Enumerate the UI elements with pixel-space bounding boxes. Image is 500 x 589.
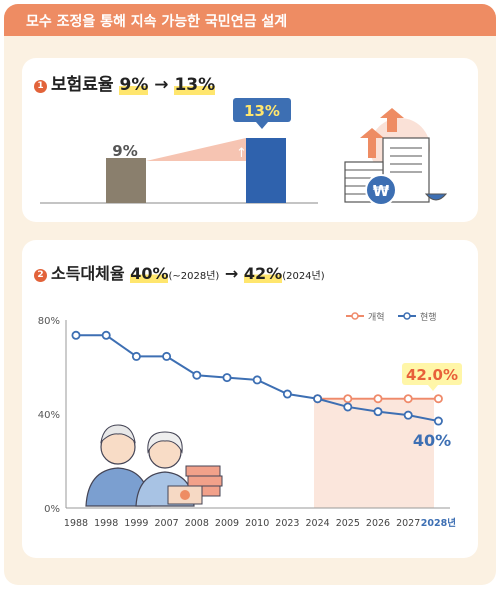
data-point-개혁 [343, 394, 353, 404]
data-point-현행 [131, 351, 141, 361]
legend-label-current: 현행 [420, 311, 437, 323]
reform-highlight-region [314, 400, 434, 508]
y-tick-label: 40% [38, 410, 60, 421]
section2-value-from: 40% [130, 264, 169, 283]
x-tick-label: 2007 [155, 518, 179, 529]
won-coin-icon [365, 174, 397, 206]
x-tick-label: 2025 [336, 518, 360, 529]
wedge-up-arrow: ↑ [236, 146, 247, 161]
data-point-현행 [343, 402, 353, 412]
section1-value-from: 9% [119, 75, 149, 95]
x-tick-label: 1999 [124, 518, 148, 529]
data-point-현행 [101, 330, 111, 340]
data-point-현행 [433, 416, 443, 426]
x-tick-label: 2010 [245, 518, 269, 529]
x-tick-label: 2028년 [421, 517, 456, 529]
x-tick-label: 2009 [215, 518, 239, 529]
elderly-couple-illustration [85, 424, 223, 507]
data-point-개혁 [373, 394, 383, 404]
y-tick-label: 80% [38, 316, 60, 327]
reform-annotation-label: 42.0% [406, 366, 458, 384]
data-point-개혁 [403, 394, 413, 404]
section1-title: 1 보험료율 9% → 13% [34, 70, 216, 95]
reform-annotation-pointer [428, 385, 438, 391]
section1-label: 보험료율 [51, 75, 114, 95]
section2-label: 소득대체율 [51, 264, 125, 283]
legend-label-reform: 개혁 [368, 312, 385, 323]
bar-개혁 [246, 138, 286, 203]
won-coin-small-icon [180, 490, 190, 500]
section1-arrow: → [154, 75, 169, 95]
increase-wedge [146, 138, 246, 161]
section2-arrow: → [224, 264, 239, 283]
y-tick-label: 0% [44, 504, 60, 515]
x-tick-label: 2008 [185, 518, 209, 529]
current-annotation-label: 40% [413, 431, 451, 450]
section1-number: 1 [34, 80, 47, 93]
bar-현행 [106, 158, 146, 203]
data-point-현행 [282, 389, 292, 399]
won-symbol: ₩ [373, 182, 390, 200]
bar-value-label-9: 9% [112, 142, 137, 160]
x-tick-label: 2026 [366, 518, 390, 529]
data-point-현행 [252, 375, 262, 385]
legend: 개혁 현행 [346, 311, 437, 323]
section2-note-to: (2024년) [282, 271, 325, 282]
x-tick-label: 1998 [94, 518, 118, 529]
bar-label-box [233, 98, 291, 122]
data-point-현행 [71, 330, 81, 340]
data-point-개혁 [433, 394, 443, 404]
bar-value-label-13: 13% [244, 102, 280, 120]
data-point-현행 [162, 351, 172, 361]
data-point-현행 [403, 410, 413, 420]
bowl-icon [424, 193, 448, 201]
data-point-현행 [373, 407, 383, 417]
x-tick-label: 1988 [64, 518, 88, 529]
data-point-현행 [192, 370, 202, 380]
up-arrow-icon [360, 128, 384, 158]
data-point-현행 [313, 394, 323, 404]
title-bar: 모수 조정을 통해 지속 가능한 국민연금 설계 [4, 4, 496, 36]
section2-title: 2 소득대체율 40% (~2028년) → 42% (2024년) [34, 260, 325, 284]
x-tick-label: 2024 [306, 518, 330, 529]
section2-number: 2 [34, 269, 47, 282]
bar-label-pointer [256, 122, 268, 129]
section1-value-to: 13% [174, 75, 216, 95]
x-tick-label: 2023 [275, 518, 299, 529]
section2-value-to: 42% [243, 264, 283, 283]
x-tick-label: 2027 [396, 518, 420, 529]
reform-annotation-box [402, 363, 462, 385]
up-arrow-icon-2 [380, 108, 404, 132]
section2-note-from: (~2028년) [168, 271, 220, 282]
finance-illustration: ₩ [344, 108, 448, 206]
page-title: 모수 조정을 통해 지속 가능한 국민연금 설계 [26, 14, 288, 30]
data-point-현행 [222, 373, 232, 383]
